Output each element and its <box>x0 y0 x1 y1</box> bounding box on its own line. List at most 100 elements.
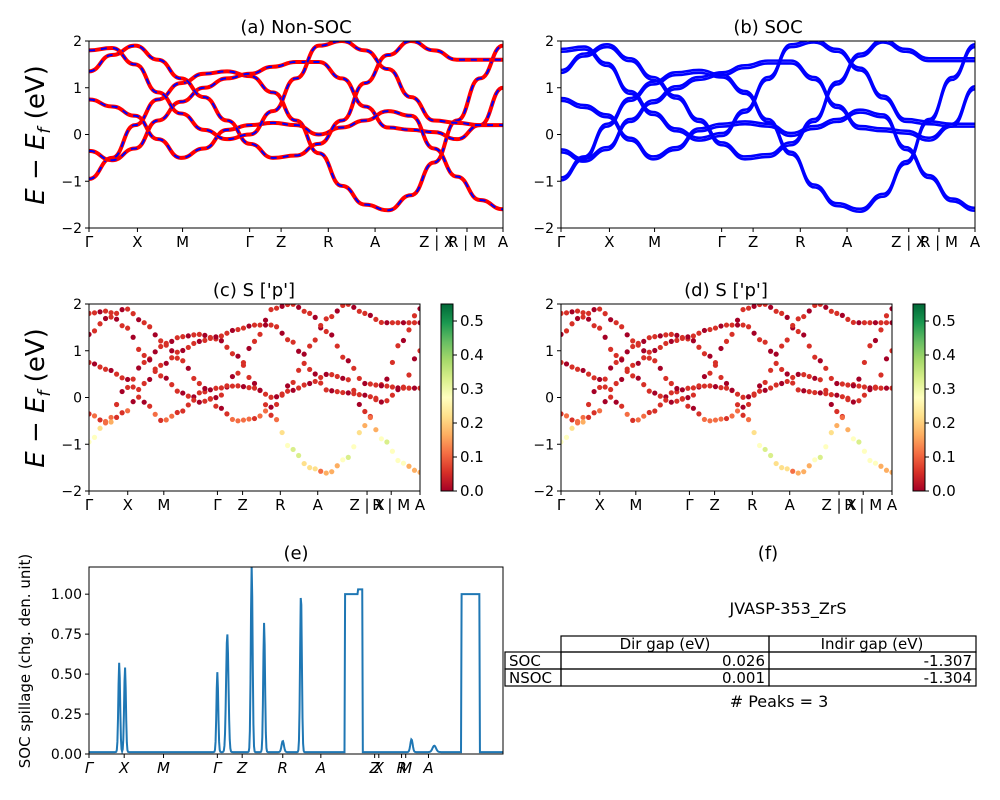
projection-point <box>828 308 834 314</box>
projection-point <box>828 401 834 408</box>
projection-point <box>690 405 697 411</box>
projection-point <box>561 411 564 417</box>
projection-point <box>663 375 669 382</box>
projection-point <box>89 359 92 366</box>
projection-point <box>585 371 592 377</box>
projection-point <box>136 394 142 400</box>
projection-point <box>213 334 219 340</box>
projection-point <box>856 376 862 382</box>
projection-point <box>646 355 652 361</box>
projection-point <box>762 446 768 453</box>
projection-point <box>795 316 801 322</box>
x-tick-label: X <box>604 233 614 251</box>
projection-point <box>213 395 219 401</box>
projection-point <box>707 418 713 424</box>
projection-point <box>718 345 724 352</box>
projection-point <box>723 380 730 387</box>
col-header-dir-gap: Dir gap (eV) <box>620 635 711 653</box>
projection-point <box>635 340 641 346</box>
projection-point <box>569 309 575 315</box>
colorbar-tick-label: 0.3 <box>932 380 956 398</box>
projection-point <box>119 307 125 313</box>
projection-point <box>690 392 697 398</box>
projection-point <box>102 366 109 372</box>
projection-point <box>723 322 730 328</box>
x-tick-label: Z <box>276 233 286 251</box>
y-tick-label: 0.00 <box>51 747 82 763</box>
projection-point <box>718 374 724 381</box>
projection-point <box>602 399 608 405</box>
y-tick-label: 1 <box>545 81 554 97</box>
colorbar-tick-label: 0.5 <box>460 312 484 330</box>
projection-point <box>817 454 823 460</box>
projection-point <box>395 457 401 464</box>
projection-point <box>251 322 258 328</box>
projection-point <box>384 376 390 382</box>
projection-point <box>345 390 351 396</box>
x-tick-label: R <box>278 759 288 777</box>
projection-point <box>268 306 274 313</box>
projection-point <box>102 308 109 314</box>
y-tick-label: −2 <box>61 484 82 500</box>
projection-point <box>751 429 757 436</box>
projection-point <box>163 340 169 346</box>
projection-point <box>119 388 125 395</box>
projection-point <box>367 381 373 387</box>
x-tick-label: X <box>132 233 142 251</box>
projection-point <box>867 320 873 326</box>
projection-point <box>185 365 191 371</box>
projection-point <box>136 317 142 323</box>
y-tick-label: −2 <box>61 221 82 237</box>
projection-point <box>89 331 92 337</box>
projection-point <box>268 394 274 400</box>
projection-point <box>147 324 153 330</box>
projection-point <box>273 305 280 311</box>
cell-nsoc-dir: 0.001 <box>722 669 765 687</box>
projection-point <box>613 320 619 326</box>
projection-point <box>307 310 313 316</box>
projection-point <box>130 376 136 382</box>
projection-point <box>108 367 114 374</box>
projection-point <box>91 434 98 440</box>
projection-point <box>285 304 291 308</box>
projection-point <box>668 331 674 337</box>
projection-point <box>246 374 252 381</box>
projection-point <box>113 316 120 322</box>
projection-point <box>235 370 241 376</box>
projection-point <box>257 322 263 328</box>
panel-e-title: (e) <box>283 543 308 564</box>
projection-point <box>356 308 362 314</box>
projection-point <box>224 344 230 350</box>
projection-point <box>141 359 147 366</box>
projection-point <box>296 385 302 391</box>
projection-point <box>125 325 131 331</box>
projection-point <box>856 398 862 404</box>
projection-point <box>663 397 669 403</box>
projection-point <box>345 377 351 383</box>
projection-point <box>828 430 834 436</box>
projection-point <box>657 344 663 351</box>
x-tick-label: X <box>373 759 385 777</box>
projection-point <box>268 404 274 410</box>
projection-point <box>113 310 120 316</box>
projection-point <box>597 325 603 331</box>
band-line-soc <box>561 99 975 213</box>
projection-point <box>801 332 807 338</box>
projection-point <box>389 384 396 390</box>
projection-point <box>334 389 340 395</box>
projection-point <box>367 414 373 421</box>
projection-point <box>839 414 845 421</box>
projection-point <box>296 367 302 373</box>
projection-point <box>561 359 564 366</box>
projection-point <box>740 404 746 410</box>
band-line-soc-overlay <box>89 41 503 141</box>
projection-point <box>574 315 581 322</box>
projection-point <box>246 385 252 391</box>
projection-point <box>690 333 697 339</box>
projection-point <box>340 304 346 309</box>
projection-point <box>185 393 191 399</box>
projection-point <box>630 417 636 423</box>
y-tick-label: 1.00 <box>51 587 82 603</box>
projection-point <box>329 469 335 475</box>
x-tick-label: A <box>313 496 324 514</box>
